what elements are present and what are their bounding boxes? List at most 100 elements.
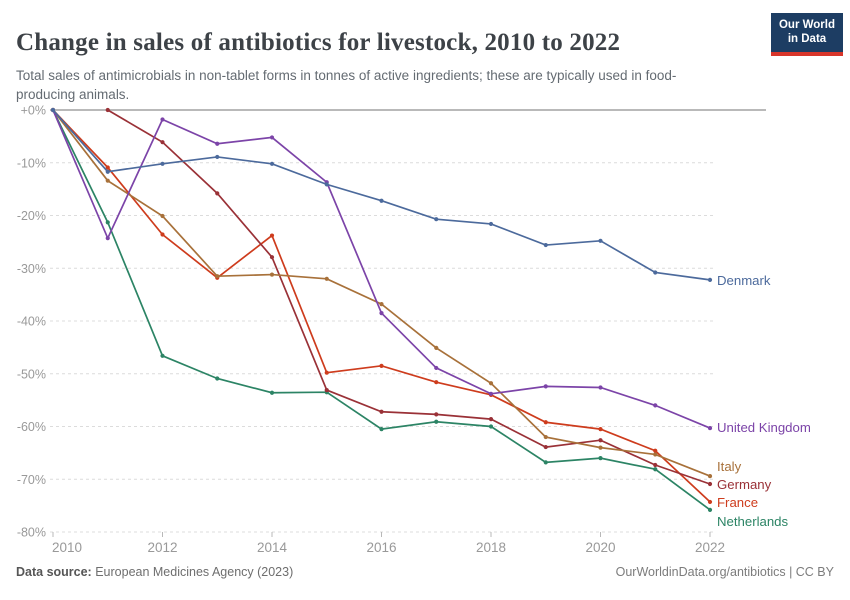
data-point-france[interactable] — [379, 363, 384, 368]
data-point-france[interactable] — [598, 427, 603, 432]
y-axis-tick-label: -40% — [17, 315, 46, 329]
chart-footer: Data source: European Medicines Agency (… — [0, 565, 850, 579]
data-point-netherlands[interactable] — [707, 507, 713, 512]
data-point-france[interactable] — [160, 232, 165, 237]
data-point-france[interactable] — [105, 165, 110, 170]
y-axis-tick-label: +0% — [21, 104, 46, 118]
data-point-denmark[interactable] — [379, 198, 384, 203]
data-point-denmark[interactable] — [269, 161, 275, 166]
y-axis-tick-label: -60% — [17, 420, 46, 434]
data-point-denmark[interactable] — [215, 154, 220, 160]
data-point-united-kingdom[interactable] — [160, 117, 165, 122]
data-point-united-kingdom[interactable] — [105, 236, 110, 241]
data-point-italy[interactable] — [105, 178, 110, 183]
data-point-italy[interactable] — [379, 302, 384, 307]
data-point-germany[interactable] — [324, 388, 329, 393]
data-point-france[interactable] — [653, 448, 658, 453]
y-axis-tick-label: -50% — [17, 367, 46, 381]
data-point-denmark[interactable] — [598, 238, 603, 243]
y-axis-tick-label: -80% — [17, 526, 46, 540]
data-point-united-kingdom[interactable] — [269, 135, 275, 140]
data-point-united-kingdom[interactable] — [707, 425, 713, 431]
chart-title: Change in sales of antibiotics for lives… — [16, 28, 621, 56]
data-point-germany[interactable] — [707, 481, 713, 487]
data-point-united-kingdom[interactable] — [379, 310, 384, 316]
data-point-france[interactable] — [707, 499, 713, 505]
data-point-united-kingdom[interactable] — [653, 403, 658, 408]
data-point-netherlands[interactable] — [488, 424, 494, 429]
x-axis-tick-label: 2020 — [585, 540, 615, 555]
data-point-denmark[interactable] — [50, 107, 56, 113]
data-point-united-kingdom[interactable] — [543, 384, 548, 389]
data-point-germany[interactable] — [160, 140, 165, 145]
data-point-italy[interactable] — [160, 213, 165, 219]
data-point-italy[interactable] — [543, 434, 548, 440]
data-point-germany[interactable] — [215, 191, 220, 196]
series-label-netherlands[interactable]: Netherlands — [717, 514, 789, 529]
attribution-link[interactable]: OurWorldinData.org/antibiotics | CC BY — [615, 565, 834, 579]
data-point-united-kingdom[interactable] — [488, 391, 494, 396]
x-axis-tick-label: 2012 — [147, 540, 177, 555]
series-label-denmark[interactable]: Denmark — [717, 273, 771, 288]
series-label-france[interactable]: France — [717, 495, 758, 510]
data-point-netherlands[interactable] — [543, 460, 548, 465]
series-line-germany[interactable] — [107, 109, 711, 485]
series-label-italy[interactable]: Italy — [717, 459, 742, 474]
data-point-denmark[interactable] — [653, 270, 658, 275]
data-source-label: Data source: — [16, 565, 92, 579]
data-point-italy[interactable] — [488, 381, 494, 386]
data-point-denmark[interactable] — [707, 277, 713, 282]
series-line-united-kingdom[interactable] — [52, 109, 711, 429]
data-source-text: Data source: European Medicines Agency (… — [16, 565, 293, 579]
series-label-germany[interactable]: Germany — [717, 477, 772, 492]
data-point-germany[interactable] — [488, 417, 494, 422]
data-point-france[interactable] — [434, 380, 439, 385]
data-point-denmark[interactable] — [488, 221, 494, 227]
data-point-germany[interactable] — [653, 462, 658, 468]
y-axis-tick-label: -30% — [17, 262, 46, 276]
data-point-germany[interactable] — [105, 107, 110, 113]
y-axis-tick-label: -10% — [17, 156, 46, 170]
data-point-netherlands[interactable] — [598, 456, 603, 461]
data-point-italy[interactable] — [598, 445, 603, 450]
data-point-germany[interactable] — [379, 409, 384, 414]
data-point-italy[interactable] — [707, 473, 713, 479]
x-axis-tick-label: 2022 — [695, 540, 725, 555]
x-axis-tick-label: 2014 — [257, 540, 288, 555]
data-point-netherlands[interactable] — [269, 390, 275, 395]
data-point-netherlands[interactable] — [434, 419, 439, 424]
data-point-italy[interactable] — [653, 452, 658, 457]
data-point-denmark[interactable] — [324, 182, 329, 187]
owid-logo[interactable]: Our World in Data — [771, 13, 843, 56]
x-axis-tick-label: 2010 — [52, 540, 82, 555]
chart-subtitle: Total sales of antimicrobials in non-tab… — [16, 67, 677, 103]
x-axis-tick-label: 2016 — [366, 540, 396, 555]
data-point-denmark[interactable] — [160, 161, 165, 166]
data-point-italy[interactable] — [434, 345, 439, 351]
data-point-netherlands[interactable] — [105, 220, 110, 225]
data-point-italy[interactable] — [215, 274, 220, 279]
data-point-germany[interactable] — [598, 438, 603, 443]
data-point-denmark[interactable] — [434, 217, 439, 222]
data-point-netherlands[interactable] — [379, 427, 384, 432]
data-point-united-kingdom[interactable] — [598, 385, 603, 390]
data-point-united-kingdom[interactable] — [215, 141, 220, 146]
series-label-united-kingdom[interactable]: United Kingdom — [717, 420, 811, 435]
data-point-united-kingdom[interactable] — [434, 365, 439, 371]
data-point-denmark[interactable] — [543, 242, 548, 248]
owid-logo-line1: Our World — [778, 19, 835, 31]
data-point-germany[interactable] — [269, 255, 275, 260]
owid-logo-line2: in Data — [787, 33, 827, 46]
data-point-netherlands[interactable] — [215, 376, 220, 381]
series-line-netherlands[interactable] — [52, 109, 711, 511]
data-point-germany[interactable] — [434, 412, 439, 417]
data-point-italy[interactable] — [269, 272, 275, 277]
data-point-netherlands[interactable] — [160, 353, 165, 358]
data-point-france[interactable] — [324, 370, 329, 375]
data-point-france[interactable] — [269, 233, 275, 238]
data-point-germany[interactable] — [543, 444, 548, 450]
data-point-netherlands[interactable] — [653, 467, 658, 472]
data-point-france[interactable] — [543, 420, 548, 425]
data-point-denmark[interactable] — [105, 169, 110, 174]
data-point-italy[interactable] — [324, 276, 329, 281]
